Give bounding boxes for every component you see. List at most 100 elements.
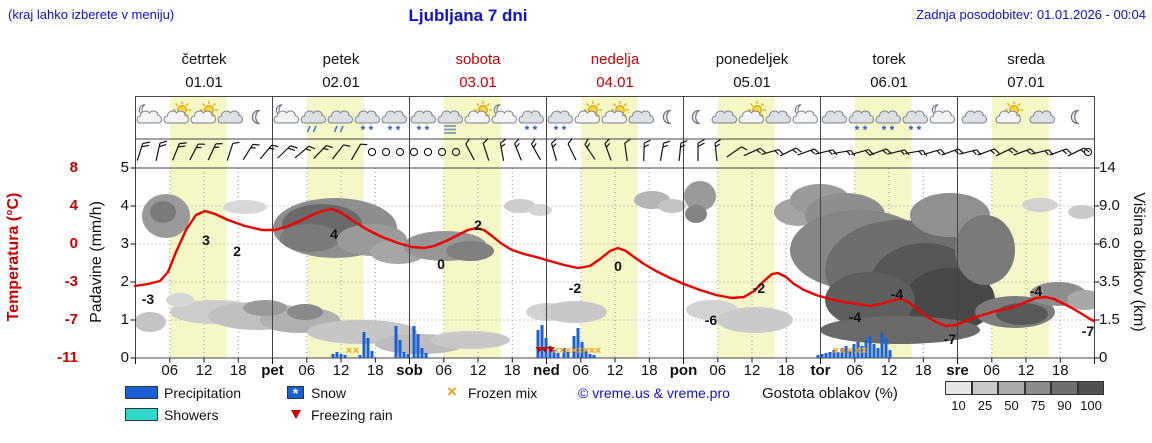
wind-barb-icon	[643, 139, 651, 162]
wind-barb-icon	[624, 138, 631, 161]
wind-barb-icon	[779, 147, 802, 157]
cloud-icon	[628, 110, 654, 124]
day-date: 06.01	[870, 74, 908, 91]
x-hour-label: 12	[606, 362, 624, 379]
cloud-height-tick-label: 9.0	[1099, 197, 1120, 214]
x-hour-label: 12	[1017, 362, 1035, 379]
moon-icon	[1070, 109, 1080, 125]
cloud-density-swatch	[1077, 381, 1104, 395]
x-day-label: pon	[669, 362, 698, 379]
svg-text:×: ×	[577, 345, 583, 357]
x-hour-label: 06	[846, 362, 864, 379]
x-hour-label: 06	[709, 362, 727, 379]
weather-icon	[1029, 110, 1055, 124]
snowfall-icon: * *	[882, 123, 895, 137]
wind-barb-icon	[482, 138, 490, 161]
weather-icon	[1070, 109, 1080, 125]
wind-barb-row	[136, 138, 1093, 162]
cloud-icon	[491, 110, 517, 124]
weather-icon	[821, 110, 847, 124]
weather-icon	[464, 101, 492, 124]
weather-icon	[961, 110, 987, 124]
rain-icon	[333, 125, 344, 133]
snowfall-icon: * *	[417, 123, 430, 137]
cloud-icon	[300, 110, 326, 124]
axis-ticks	[130, 167, 1100, 364]
svg-text:-3: -3	[142, 291, 155, 307]
wind-barb-icon	[1049, 148, 1072, 156]
x-hour-label: 18	[777, 362, 795, 379]
calm-wind-icon	[437, 147, 447, 157]
x-day-label: sob	[396, 362, 423, 379]
weather-icon	[217, 110, 243, 124]
legend-snow-label: Snow	[311, 385, 347, 401]
wind-barb-icon	[887, 149, 910, 156]
wind-barb-icon	[678, 140, 688, 162]
weather-icon: * *	[354, 110, 380, 137]
wind-barb-icon	[726, 146, 748, 158]
weather-icon	[491, 104, 517, 124]
cloud-icon	[273, 110, 299, 124]
weather-icon	[601, 101, 629, 124]
weather-icon: * *	[902, 110, 928, 137]
wind-barb-icon	[514, 138, 522, 161]
weather-icon	[691, 109, 701, 125]
precip-tick-label: 4	[120, 197, 129, 214]
x-hour-label: 06	[983, 362, 1001, 379]
wind-barb-icon	[567, 138, 577, 161]
frozen-mix-icon: ×	[447, 382, 457, 401]
svg-text:-4: -4	[891, 286, 904, 302]
svg-text:×: ×	[840, 345, 846, 357]
weather-icon: * *	[518, 110, 544, 137]
x-hour-label: 12	[880, 362, 898, 379]
wind-barb-icon	[242, 143, 260, 160]
cloud-height-tick-label: 3.5	[1099, 273, 1120, 290]
temp-tick-label: -11	[57, 349, 78, 366]
cloud-density-swatch	[945, 381, 972, 395]
svg-text:×: ×	[565, 345, 571, 357]
calm-wind-icon	[409, 147, 419, 157]
cloud-icon	[902, 110, 928, 124]
snowfall-icon: * *	[909, 123, 922, 137]
copyright-link[interactable]: © vreme.us & vreme.pro	[578, 385, 730, 401]
cloud-density-tick: 10	[951, 398, 966, 413]
weather-icon	[163, 101, 191, 124]
svg-text:×: ×	[833, 345, 839, 357]
svg-text:0: 0	[614, 258, 622, 274]
weather-icon	[327, 110, 353, 133]
wind-barb-icon	[226, 141, 240, 161]
day-name: sobota	[455, 51, 501, 68]
cloud-icon	[381, 110, 407, 124]
svg-text:-7: -7	[944, 331, 957, 347]
wind-barb-icon	[584, 138, 596, 160]
svg-text:2: 2	[233, 243, 241, 259]
wind-barb-icon	[259, 144, 279, 160]
legend-showers-label: Showers	[164, 407, 219, 423]
wind-barb-icon	[697, 138, 705, 161]
weather-icon: * *	[410, 110, 436, 137]
day-name: nedelja	[590, 51, 640, 68]
cloud-icon	[1029, 110, 1055, 124]
x-hour-label: 18	[1051, 362, 1069, 379]
day-name: četrtek	[181, 51, 227, 68]
wind-barb-icon	[499, 138, 507, 161]
x-hour-label: 06	[435, 362, 453, 379]
temperature-value-labels: -3 3 2 4 0 2 -2 0 -6 -2 -4 -4 -7 -4 -7	[142, 217, 1095, 347]
wind-barb-icon	[833, 149, 856, 157]
location-hint: (kraj lahko izberete v meniju)	[8, 7, 175, 22]
weather-icon	[628, 110, 654, 124]
snowfall-icon: * *	[525, 123, 538, 137]
svg-text:×: ×	[553, 345, 559, 357]
weather-icon	[929, 104, 955, 124]
svg-text:×: ×	[861, 345, 867, 357]
cloud-icon	[574, 110, 600, 124]
svg-text:3: 3	[202, 232, 210, 248]
svg-text:×: ×	[854, 345, 860, 357]
weather-icon	[437, 110, 463, 134]
wind-barb-icon	[313, 144, 333, 159]
cloud-icon	[601, 110, 627, 124]
calm-wind-icon	[1083, 147, 1093, 157]
x-day-label: ned	[533, 362, 560, 379]
freezing-rain-icon	[291, 410, 301, 419]
